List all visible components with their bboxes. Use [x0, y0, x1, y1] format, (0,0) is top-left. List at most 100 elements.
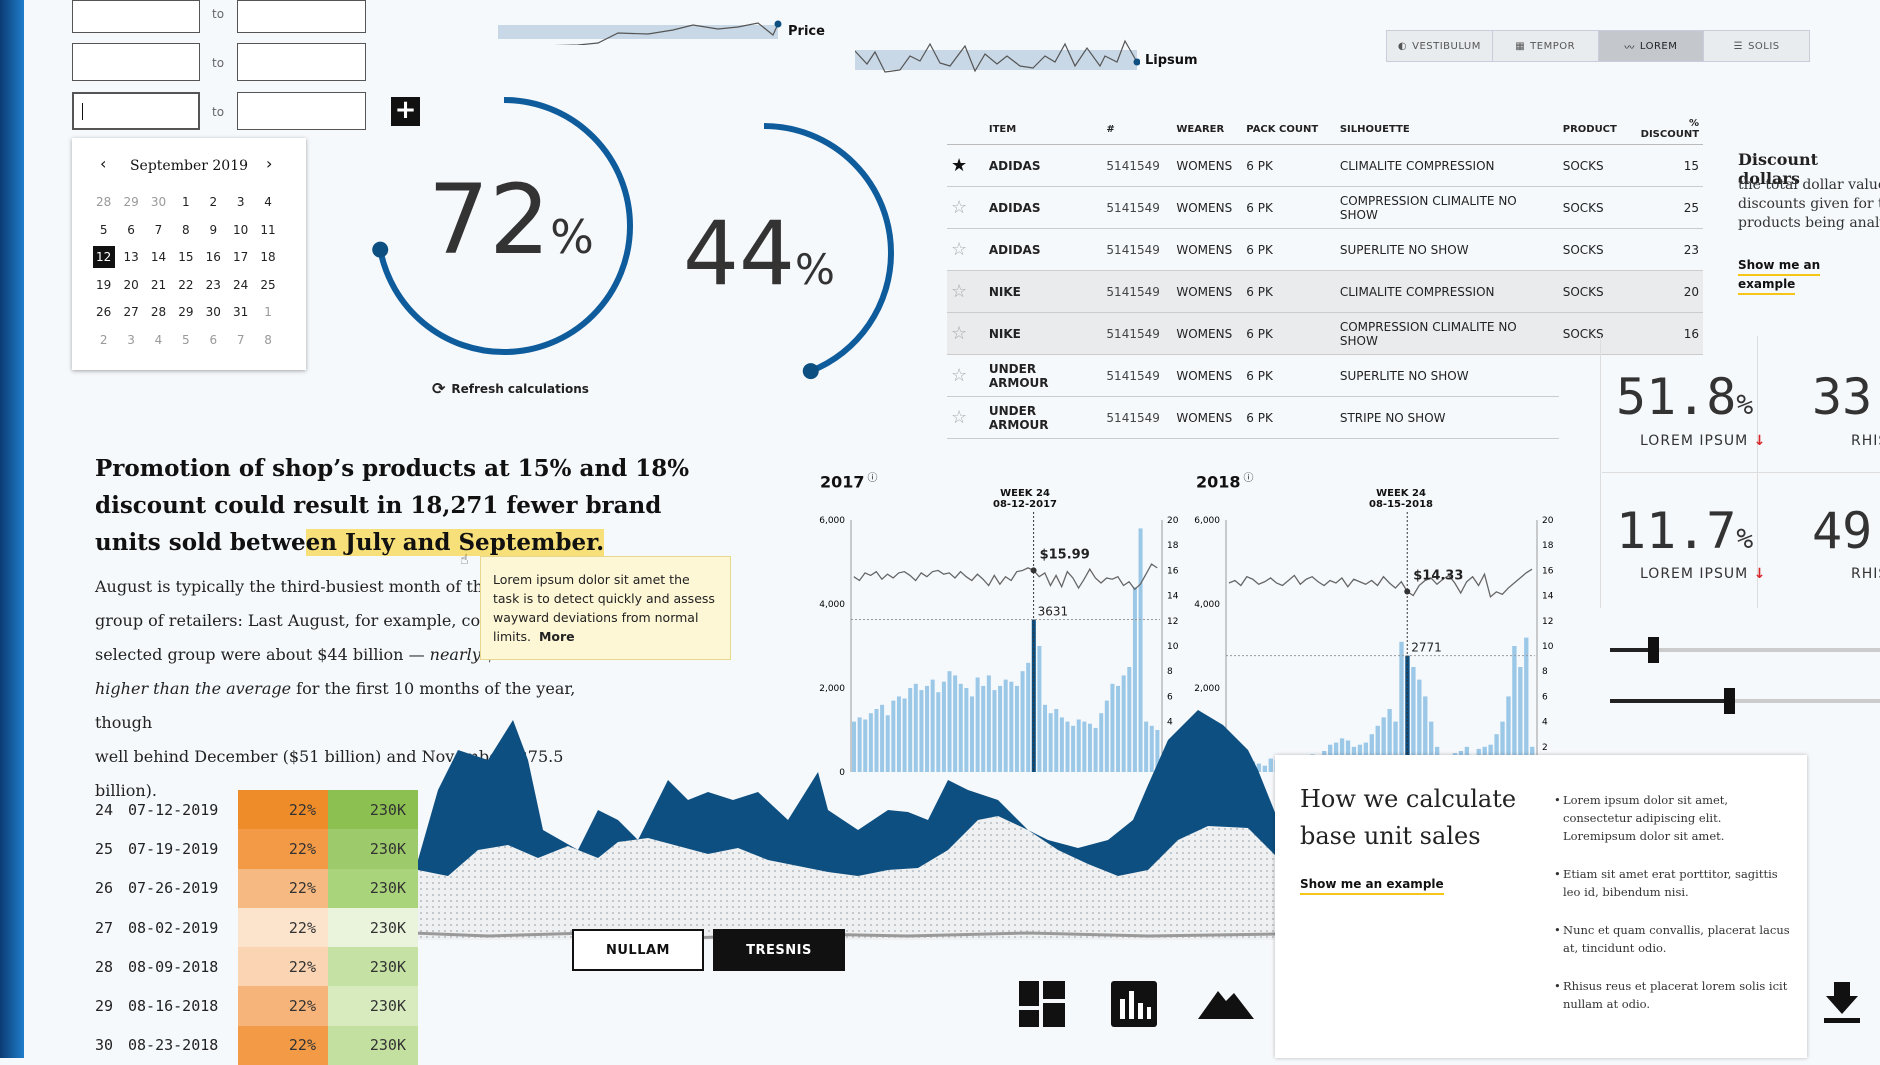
calendar-day[interactable]: 5 — [99, 222, 108, 237]
table-row[interactable]: ★ ADIDAS 5141549 WOMENS 6 PK CLIMALITE COMPRE… — [947, 144, 1703, 187]
unit-bar — [1014, 685, 1019, 772]
calendar-day[interactable]: 8 — [264, 332, 272, 347]
calendar-day[interactable]: 19 — [96, 277, 112, 292]
calendar-day[interactable]: 17 — [233, 250, 249, 265]
calendar-day[interactable]: 22 — [178, 277, 194, 292]
headline-highlight[interactable]: en July and September. — [305, 529, 605, 556]
calendar-day[interactable]: 4 — [264, 195, 272, 209]
table-row[interactable]: 24 07-12-2019 22% 230K — [95, 790, 418, 830]
star-outline-icon[interactable]: ☆ — [951, 407, 968, 428]
end-date-input-2[interactable] — [237, 43, 366, 81]
calendar-day[interactable]: 2 — [209, 195, 218, 209]
end-date-input-1[interactable] — [237, 0, 366, 33]
prev-month-icon[interactable]: ‹ — [100, 154, 107, 173]
star-outline-icon[interactable]: ☆ — [951, 281, 968, 302]
column-header[interactable]: WEARER — [1172, 112, 1243, 145]
calendar-day[interactable]: 30 — [150, 195, 167, 209]
column-header[interactable]: # — [1102, 112, 1173, 145]
calendar-day[interactable]: 28 — [150, 305, 167, 320]
table-row[interactable]: 30 08-23-2018 22% 230K — [95, 1025, 418, 1065]
calendar-day[interactable]: 1 — [264, 305, 272, 320]
right-axis-tick: 20 — [1167, 516, 1179, 526]
calendar-day[interactable]: 7 — [236, 332, 245, 347]
calendar-day[interactable]: 31 — [233, 305, 249, 320]
calendar-day[interactable]: 16 — [205, 250, 221, 265]
start-date-input-1[interactable] — [72, 0, 200, 33]
add-range-button[interactable]: + — [391, 97, 420, 126]
calendar-day[interactable]: 21 — [150, 277, 167, 292]
refresh-calculations-button[interactable]: ⟳ Refresh calculations — [432, 379, 589, 398]
tab-solis[interactable]: ☰ SOLIS — [1704, 31, 1809, 61]
star-outline-icon[interactable]: ☆ — [951, 239, 968, 260]
table-row[interactable]: 26 07-26-2019 22% 230K — [95, 868, 418, 908]
table-row[interactable]: ☆ UNDER ARMOUR 5141549 WOMENS 6 PK SUPERLITE … — [947, 354, 1703, 397]
calendar-day[interactable]: 23 — [205, 277, 221, 292]
area-chart-icon[interactable] — [1198, 985, 1254, 1021]
card-example-link[interactable]: Show me an example — [1300, 877, 1444, 895]
start-date-input-3[interactable] — [72, 92, 200, 130]
calendar-day[interactable]: 5 — [182, 332, 190, 347]
calendar-day[interactable]: 6 — [127, 222, 135, 237]
calendar-day[interactable]: 20 — [123, 277, 139, 292]
calendar-day[interactable]: 28 — [96, 195, 112, 209]
calendar-day[interactable]: 14 — [150, 250, 167, 265]
calendar-day[interactable]: 3 — [127, 332, 135, 347]
info-icon[interactable]: ⓘ — [1243, 473, 1254, 484]
tab-lorem[interactable]: 〰 LOREM — [1598, 31, 1705, 61]
calendar-day[interactable]: 1 — [182, 195, 190, 209]
tab-vestibulum[interactable]: ◐ VESTIBULUM — [1387, 31, 1493, 61]
calendar-day[interactable]: 9 — [209, 222, 218, 237]
star-outline-icon[interactable]: ☆ — [951, 197, 968, 218]
calendar-day[interactable]: 6 — [209, 332, 218, 347]
calendar-day[interactable]: 11 — [260, 222, 276, 237]
table-row[interactable]: 27 08-02-2019 22% 230K — [95, 907, 418, 948]
column-header[interactable]: SILHOUETTE — [1335, 112, 1559, 145]
calendar-day[interactable]: 26 — [96, 305, 112, 320]
tab-tempor[interactable]: ▦ TEMPOR — [1493, 31, 1599, 61]
calendar-day[interactable]: 29 — [123, 195, 139, 209]
calendar-day[interactable]: 24 — [233, 277, 249, 292]
calendar-day[interactable]: 8 — [182, 222, 190, 237]
start-date-input-2[interactable] — [72, 43, 200, 81]
end-date-input-3[interactable] — [237, 92, 366, 130]
slider-2-thumb[interactable] — [1723, 688, 1735, 714]
table-row[interactable]: ☆ NIKE 5141549 WOMENS 6 PK COMPRESSION CLIMAL… — [947, 312, 1703, 355]
bar-chart-icon[interactable] — [1111, 981, 1157, 1027]
calendar-day[interactable]: 18 — [260, 250, 276, 265]
star-filled-icon[interactable]: ★ — [951, 155, 968, 176]
column-header[interactable]: PRODUCT — [1558, 112, 1637, 145]
calendar-day[interactable]: 3 — [236, 195, 245, 209]
calendar-day[interactable]: 13 — [123, 250, 139, 265]
table-row[interactable]: 25 07-19-2019 22% 230K — [95, 829, 418, 869]
table-row[interactable]: ☆ NIKE 5141549 WOMENS 6 PK CLIMALITE COMPRESS… — [947, 270, 1703, 313]
calendar-day[interactable]: 27 — [123, 305, 139, 320]
table-row[interactable]: 29 08-16-2018 22% 230K — [95, 986, 418, 1026]
calendar-day[interactable]: 29 — [178, 305, 194, 320]
table-row[interactable]: 28 08-09-2018 22% 230K — [95, 947, 418, 987]
column-header[interactable]: PACK COUNT — [1242, 112, 1336, 145]
calendar-day[interactable]: 10 — [233, 222, 249, 237]
dashboard-icon[interactable] — [1019, 981, 1065, 1027]
slider-1-thumb[interactable] — [1648, 637, 1660, 663]
calendar-day[interactable]: 15 — [178, 250, 194, 265]
info-icon[interactable]: ⓘ — [867, 473, 878, 484]
tooltip-more-link[interactable]: More — [538, 629, 575, 644]
calendar-day[interactable]: 4 — [154, 332, 163, 347]
star-outline-icon[interactable]: ☆ — [951, 365, 968, 386]
column-header[interactable]: ITEM — [984, 112, 1103, 145]
tresnis-button[interactable]: TRESNIS — [713, 929, 845, 971]
star-outline-icon[interactable]: ☆ — [951, 323, 968, 344]
next-month-icon[interactable]: › — [266, 154, 273, 173]
calendar-day[interactable]: 2 — [99, 332, 108, 347]
table-row[interactable]: ☆ ADIDAS 5141549 WOMENS 6 PK SUPERLITE NO SHO… — [947, 228, 1703, 271]
download-icon[interactable] — [1824, 982, 1860, 1024]
nullam-button[interactable]: NULLAM — [572, 929, 704, 971]
table-row[interactable]: ☆ ADIDAS 5141549 WOMENS 6 PK COMPRESSION CLIM… — [947, 186, 1703, 229]
table-row[interactable]: ☆ UNDER ARMOUR 5141549 WOMENS 6 PK STRIPE NO … — [947, 396, 1703, 439]
calendar-day[interactable]: 12 — [92, 246, 115, 269]
calendar-day[interactable]: 25 — [260, 277, 276, 292]
column-header[interactable]: % DISCOUNT — [1636, 112, 1703, 145]
calendar-day[interactable]: 30 — [205, 305, 221, 320]
calendar-day[interactable]: 7 — [154, 222, 163, 237]
discount-example-link[interactable]: Show me an example — [1738, 258, 1821, 295]
